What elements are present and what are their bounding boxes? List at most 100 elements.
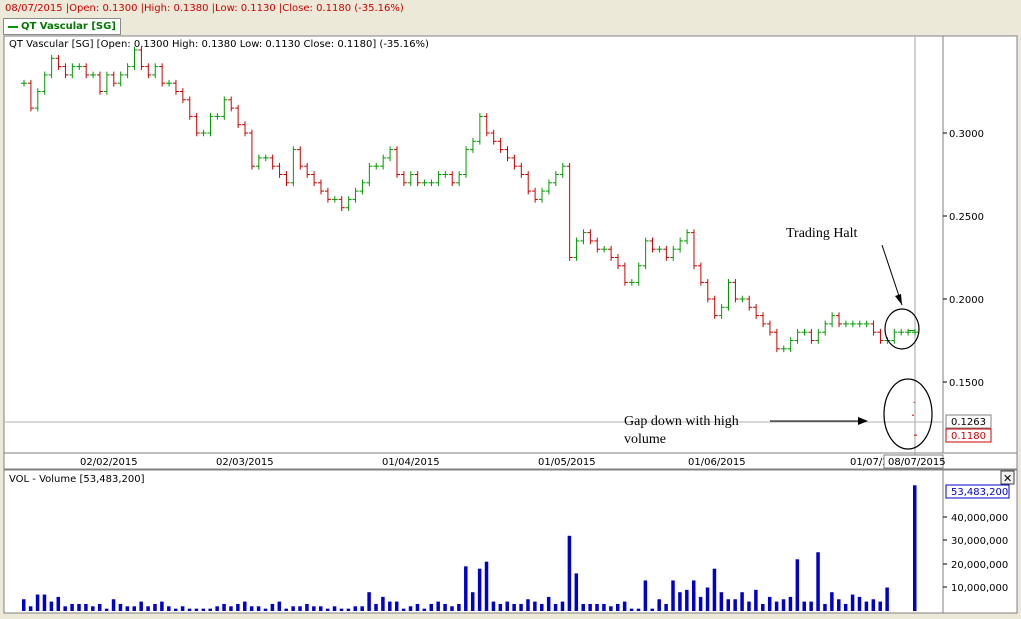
ohlc-bar: [366, 162, 373, 187]
ohlc-bar: [269, 154, 276, 170]
volume-bar: [28, 606, 33, 611]
volume-bar: [740, 592, 744, 611]
ohlc-bar: [290, 146, 297, 187]
ohlc-bar: [48, 54, 55, 79]
ohlc-bar: [490, 129, 497, 145]
volume-bar: [208, 608, 212, 611]
volume-bar: [864, 601, 869, 611]
ohlc-bar: [794, 328, 801, 344]
volume-series: [22, 485, 917, 611]
ohlc-bar: [532, 187, 539, 203]
volume-close-button[interactable]: ✕: [1000, 470, 1015, 485]
volume-bar: [878, 601, 882, 611]
ohlc-bar: [159, 63, 166, 87]
volume-bar: [249, 606, 254, 611]
date-tick-label: 01/04/2015: [382, 457, 440, 468]
annotation-trading-halt: Trading Halt: [786, 226, 858, 241]
ohlc-bar: [690, 229, 697, 270]
ohlc-bar: [414, 171, 421, 187]
volume-bar: [346, 608, 351, 611]
volume-bar: [913, 485, 917, 611]
series-legend[interactable]: QT Vascular [SG]: [3, 18, 121, 35]
date-tick-label: 01/05/2015: [538, 457, 596, 468]
ohlc-bar: [829, 312, 836, 328]
price-panel[interactable]: [3, 35, 944, 454]
volume-bar: [194, 608, 199, 611]
ohlc-bar: [352, 187, 359, 203]
annotation-gap-down-line2: volume: [624, 432, 666, 447]
ohlc-bar: [766, 320, 773, 336]
volume-bar: [49, 601, 54, 611]
ohlc-bar: [166, 79, 173, 87]
ohlc-bar: [677, 237, 684, 253]
ohlc-bar: [615, 254, 621, 270]
volume-bar: [774, 601, 779, 611]
volume-bar: [691, 580, 696, 611]
volume-bar: [319, 606, 323, 611]
volume-bar: [153, 603, 157, 611]
volume-bar: [733, 599, 737, 611]
header-ohlc-info: 08/07/2015 |Open: 0.1300 |High: 0.1380 |…: [5, 3, 404, 14]
ohlc-bar: [138, 46, 145, 70]
ohlc-bar: [345, 196, 352, 212]
volume-bar: [629, 608, 634, 611]
volume-bar: [464, 566, 468, 611]
last-close-label: 0.1180: [951, 431, 986, 442]
volume-bar: [857, 596, 862, 611]
volume-bar: [712, 568, 717, 611]
ohlc-bar: [822, 320, 829, 336]
volume-bar: [450, 606, 454, 611]
volume-bar: [146, 606, 150, 611]
ohlc-bar: [808, 328, 815, 344]
volume-bar: [657, 599, 661, 611]
ohlc-bar: [635, 262, 642, 286]
ohlc-bar: [656, 245, 663, 253]
volume-bar: [243, 601, 247, 611]
ohlc-bar: [96, 71, 103, 95]
volume-bar: [229, 606, 233, 611]
ohlc-bar: [34, 88, 41, 112]
volume-panel[interactable]: [3, 469, 944, 614]
ohlc-bar: [787, 337, 794, 353]
volume-bar: [781, 599, 786, 611]
volume-bar: [705, 587, 710, 611]
ohlc-bar: [242, 121, 249, 137]
ohlc-bar: [283, 171, 290, 187]
volume-bar: [360, 606, 364, 611]
ohlc-bar: [311, 171, 318, 187]
ohlc-bar: [704, 279, 711, 303]
ohlc-bar: [739, 295, 746, 303]
volume-y-axis: 40,000,000 30,000,000 20,000,000 10,000,…: [943, 513, 1008, 594]
ohlc-bar: [842, 320, 849, 328]
volume-bar: [843, 603, 848, 611]
ohlc-bar: [746, 295, 753, 311]
volume-bar: [104, 608, 109, 611]
crosshair-value-label: 0.1263: [951, 417, 986, 428]
current-date-label: 08/07/2015: [888, 457, 946, 468]
ohlc-bar: [435, 171, 442, 187]
volume-bar: [436, 601, 440, 611]
volume-bar: [180, 606, 185, 611]
volume-bar: [754, 589, 758, 611]
date-axis-area: [3, 452, 1018, 470]
ohlc-bar: [594, 237, 601, 253]
ohlc-bar: [476, 113, 483, 145]
volume-bar: [498, 603, 503, 611]
volume-bar: [367, 592, 371, 611]
volume-bar: [291, 606, 295, 611]
volume-last-label: 53,483,200: [951, 487, 1008, 498]
volume-bar: [201, 608, 206, 611]
ohlc-bar: [773, 328, 780, 353]
ohlc-bar: [21, 79, 27, 87]
ohlc-last-bar: [912, 401, 917, 436]
ohlc-bar: [856, 320, 863, 328]
date-tick-label: 01/06/2015: [688, 457, 746, 468]
volume-bar: [429, 603, 434, 611]
volume-bar: [22, 599, 26, 611]
ohlc-bar: [110, 71, 117, 87]
volume-bar: [588, 603, 592, 611]
close-icon[interactable]: ✕: [1003, 472, 1012, 485]
volume-bar: [546, 596, 551, 611]
volume-bar: [553, 603, 558, 611]
volume-y-tick-label: 30,000,000: [951, 536, 1008, 547]
